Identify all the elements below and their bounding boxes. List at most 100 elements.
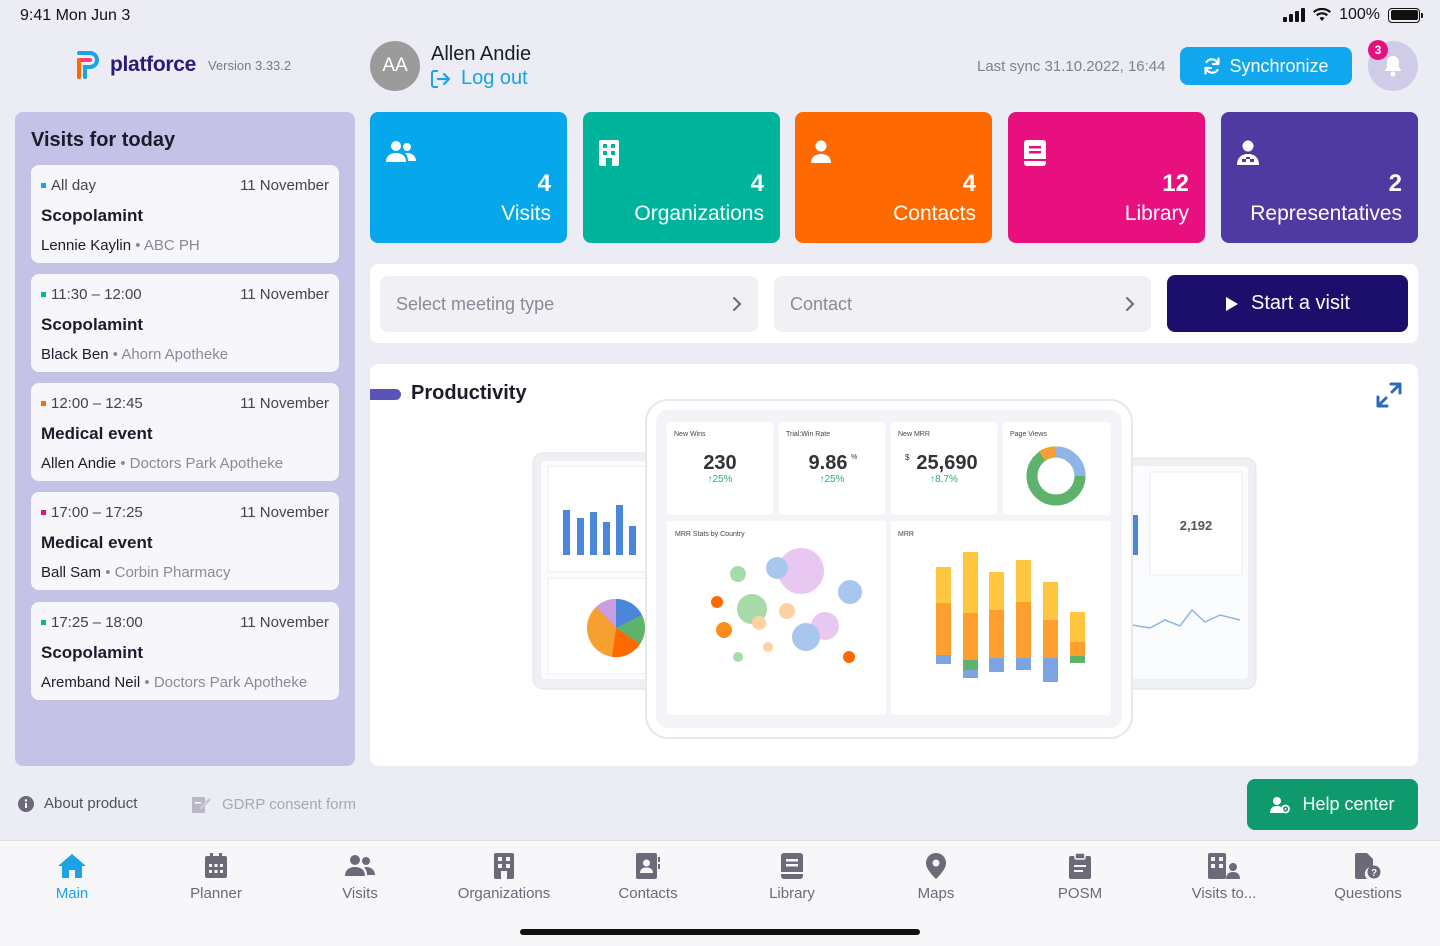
tab-label: POSM [1057, 885, 1103, 902]
status-time: 9:41 Mon Jun 3 [20, 7, 131, 24]
calendar-icon [205, 853, 227, 878]
user-name: Allen Andie [431, 43, 532, 65]
chevron-right-icon [1126, 297, 1135, 311]
kpi-value: 230 [703, 452, 736, 474]
about-product-label: About product [44, 795, 138, 812]
visits-panel: Visits for today All day 11 November Sco… [15, 112, 355, 766]
tab-label: Maps [917, 885, 955, 902]
help-center-button[interactable]: Help center [1247, 779, 1418, 830]
tab-visits[interactable]: Visits [288, 853, 432, 902]
bell-icon [1384, 56, 1402, 77]
visit-time: 17:00 – 17:25 [51, 504, 143, 521]
questions-icon: ? [1355, 853, 1381, 879]
tile-label: Organizations [634, 202, 764, 225]
visit-card[interactable]: 11:30 – 12:00 11 November Scopolamint Bl… [31, 274, 339, 372]
start-visit-button[interactable]: Start a visit [1167, 275, 1408, 332]
gdrp-consent-label: GDRP consent form [222, 795, 356, 813]
about-product-link[interactable]: About product [18, 795, 137, 812]
help-center-label: Help center [1302, 794, 1395, 814]
visit-date: 11 November [240, 504, 329, 521]
clipboard-icon [1069, 853, 1091, 879]
sync-icon [1204, 57, 1221, 75]
visit-org: Corbin Pharmacy [114, 564, 231, 581]
meeting-type-placeholder: Select meeting type [396, 293, 555, 314]
tab-main[interactable]: Main [0, 853, 144, 902]
person-icon [811, 140, 831, 163]
tile-organizations[interactable]: 4 Organizations [583, 112, 780, 243]
tab-library[interactable]: Library [720, 853, 864, 902]
section-marker [370, 389, 401, 400]
visit-person: Lennie Kaylin [41, 237, 132, 254]
tab-visits-to[interactable]: Visits to... [1152, 853, 1296, 902]
tab-questions[interactable]: ? Questions [1296, 853, 1440, 902]
home-indicator [520, 929, 920, 935]
visit-dot [41, 620, 46, 625]
chevron-right-icon [733, 297, 742, 311]
visit-org: Doctors Park Apotheke [153, 674, 308, 691]
tab-maps[interactable]: Maps [864, 853, 1008, 902]
tile-visits[interactable]: 4 Visits [370, 112, 567, 243]
synchronize-button[interactable]: Synchronize [1180, 47, 1352, 85]
tab-label: Planner [190, 885, 242, 902]
tile-label: Contacts [893, 202, 976, 225]
play-icon [1226, 296, 1239, 311]
visit-card[interactable]: 17:25 – 18:00 11 November Scopolamint Ar… [31, 602, 339, 700]
meeting-row: Select meeting type Contact Start a visi… [370, 264, 1418, 343]
tab-label: Questions [1334, 885, 1402, 902]
visit-person: Allen Andie [41, 455, 117, 472]
tile-contacts[interactable]: 4 Contacts [795, 112, 992, 243]
visit-date: 11 November [240, 395, 329, 412]
kpi-prefix: $ [905, 453, 910, 462]
logout-icon [431, 69, 451, 88]
notification-badge: 3 [1368, 40, 1388, 60]
visit-card[interactable]: 17:00 – 17:25 11 November Medical event … [31, 492, 339, 590]
battery-icon [1388, 7, 1423, 23]
tile-library[interactable]: 12 Library [1008, 112, 1205, 243]
building-icon [494, 853, 514, 879]
synchronize-label: Synchronize [1229, 55, 1329, 76]
start-visit-label: Start a visit [1251, 292, 1350, 314]
visit-card[interactable]: All day 11 November Scopolamint Lennie K… [31, 165, 339, 263]
tab-label: Main [55, 885, 89, 902]
kpi-label: New MRR [898, 431, 930, 438]
tab-label: Contacts [618, 885, 678, 902]
tab-planner[interactable]: Planner [144, 853, 288, 902]
meeting-type-select[interactable]: Select meeting type [380, 276, 758, 332]
visit-person: Black Ben [41, 346, 109, 363]
logout-link[interactable]: Log out [431, 67, 528, 90]
app-version: Version 3.33.2 [208, 58, 292, 73]
logo-name: platforce [110, 53, 196, 76]
info-icon [18, 795, 34, 812]
visit-date: 11 November [240, 614, 329, 631]
logout-label: Log out [461, 67, 528, 89]
visit-time: 12:00 – 12:45 [51, 395, 143, 412]
representative-icon [1237, 140, 1259, 165]
tab-bar: Main Planner Visits Organizations Contac… [0, 840, 1440, 946]
kpi-change: ↑25% [707, 474, 732, 485]
contact-select[interactable]: Contact [774, 276, 1151, 332]
tab-contacts[interactable]: Contacts [576, 853, 720, 902]
visit-title: Scopolamint [41, 643, 144, 662]
tile-representatives[interactable]: 2 Representatives [1221, 112, 1418, 243]
visit-title: Medical event [41, 533, 153, 552]
visit-card[interactable]: 12:00 – 12:45 11 November Medical event … [31, 383, 339, 481]
logo: platforce [76, 50, 196, 80]
people-icon [345, 855, 375, 876]
productivity-panel: Productivity 2,192 New Wins 230 ↑25% [370, 364, 1418, 766]
visit-date: 11 November [240, 286, 329, 303]
tile-count: 4 [750, 170, 764, 197]
avatar[interactable]: AA [370, 41, 420, 91]
tile-count: 4 [537, 170, 551, 197]
kpi-label: New Wins [674, 431, 706, 438]
book-icon [781, 853, 803, 879]
expand-icon[interactable] [1376, 382, 1402, 408]
home-icon [58, 854, 86, 878]
visit-title: Scopolamint [41, 315, 144, 334]
tab-posm[interactable]: POSM [1008, 853, 1152, 902]
visit-org: Ahorn Apotheke [121, 346, 229, 363]
wifi-icon [1313, 8, 1332, 21]
map-pin-icon [926, 853, 946, 879]
contact-placeholder: Contact [790, 293, 853, 314]
gdrp-consent-link[interactable]: GDRP consent form [192, 795, 356, 813]
tab-organizations[interactable]: Organizations [432, 853, 576, 902]
